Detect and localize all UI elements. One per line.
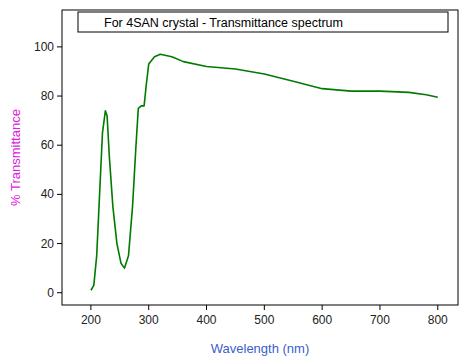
x-tick [206,305,207,310]
title-box [78,12,448,32]
transmittance-line [91,54,438,290]
plot-frame [62,10,458,305]
x-axis-title: Wavelength (nm) [211,341,310,356]
chart-title: For 4SAN crystal - Transmittance spectru… [104,16,343,30]
x-tick-label: 300 [139,313,159,327]
y-tick-label: 20 [41,237,55,251]
x-tick [90,305,91,310]
x-tick-label: 500 [254,313,274,327]
chart-svg: 200 300 400 500 600 700 800 0 20 40 60 80 100 For 4SA… [0,0,466,361]
x-tick [379,305,380,310]
y-tick-label: 80 [41,89,55,103]
x-tick-label: 600 [312,313,332,327]
x-tick-label: 700 [370,313,390,327]
y-tick [57,243,62,244]
y-tick-label: 0 [47,286,54,300]
chart-container: 200 300 400 500 600 700 800 0 20 40 60 80 100 For 4SA… [0,0,466,361]
y-tick [57,145,62,146]
x-tick-label: 200 [81,313,101,327]
title-group: For 4SAN crystal - Transmittance spectru… [78,12,448,32]
x-tick-label: 800 [428,313,448,327]
x-tick [322,305,323,310]
y-tick [57,96,62,97]
x-tick [148,305,149,310]
y-axis-title: % Transmittance [8,109,23,206]
y-tick [57,292,62,293]
x-tick [264,305,265,310]
y-tick [57,46,62,47]
x-tick [437,305,438,310]
y-tick-label: 100 [34,40,54,54]
x-tick-label: 400 [197,313,217,327]
y-tick [57,194,62,195]
y-tick-label: 60 [41,138,55,152]
plot-area [91,54,438,290]
y-tick-label: 40 [41,187,55,201]
